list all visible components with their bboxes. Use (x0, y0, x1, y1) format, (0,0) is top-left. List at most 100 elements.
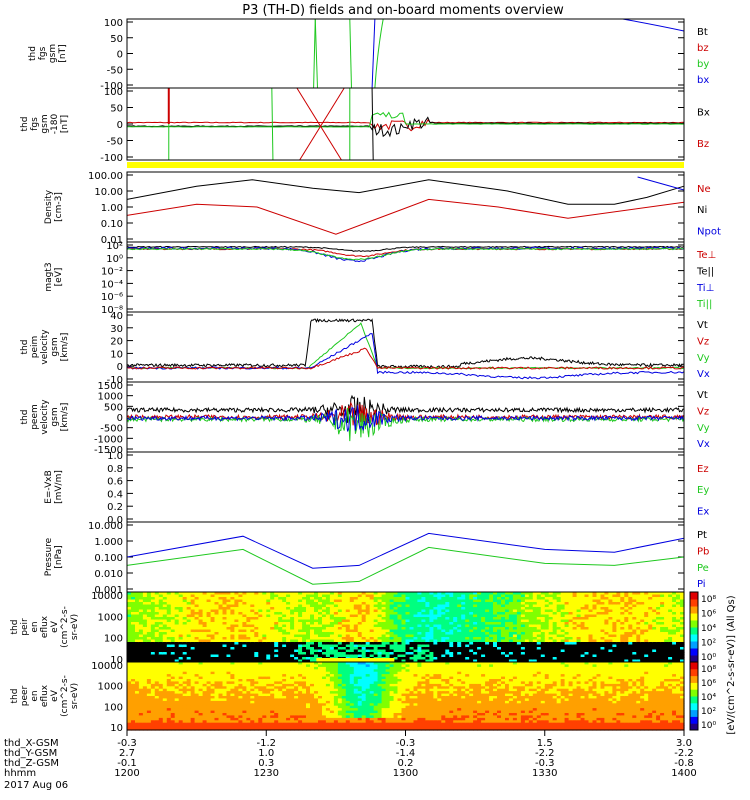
spectrogram-cell (505, 639, 510, 643)
spectrogram-cell (389, 609, 395, 613)
spectrogram-cell (524, 612, 530, 616)
spectrogram-cell (329, 654, 335, 658)
pressure-tick-label: 0.010 (94, 569, 123, 580)
spectrogram-cell (142, 659, 148, 663)
spectrogram-cell (560, 607, 566, 611)
spectrogram-cell (131, 710, 136, 714)
spectrogram-cell (242, 629, 247, 633)
spectrogram-cell (282, 597, 287, 601)
spectrogram-cell (508, 614, 514, 618)
spectrogram-cell (540, 614, 546, 618)
spectrogram-cell (385, 639, 391, 643)
spectrogram-cell (373, 612, 379, 616)
spectrogram-cell (198, 654, 204, 658)
spectrogram-cell (592, 619, 598, 623)
spectrogram-cell (266, 624, 271, 628)
spectrogram-cell (190, 717, 196, 721)
spectrogram-cell (238, 647, 243, 651)
spectrogram-cell (624, 622, 629, 626)
spectrogram-cell (628, 627, 633, 631)
spectrogram-cell (222, 647, 228, 651)
spectrogram-cell (218, 617, 224, 621)
spectrogram-cell (170, 612, 176, 616)
spectrogram-cell (568, 624, 574, 628)
spectrogram-cell (604, 597, 609, 601)
spectrogram-cell (266, 594, 271, 598)
spectrogram-cell (250, 627, 255, 631)
spectrogram-cell (373, 614, 379, 618)
spectrogram-cell (162, 681, 168, 685)
spectrogram-cell (286, 639, 291, 643)
spectrogram-cell (262, 607, 267, 611)
spectrogram-cell (592, 657, 598, 661)
spectrogram-cell (505, 607, 510, 611)
spectrogram-cell (441, 644, 446, 648)
spectrogram-cell (222, 632, 228, 636)
spectrogram-cell (580, 609, 586, 613)
spectrogram-cell (576, 597, 582, 601)
spectrogram-cell (178, 710, 184, 714)
spectrogram-cell (632, 604, 637, 608)
fgs_dsl-tick-label: 50 (110, 104, 123, 115)
spectrogram-cell (131, 696, 136, 699)
spectrogram-cell (162, 629, 168, 633)
spectrogram-cell (680, 642, 685, 646)
spectrogram-cell (135, 679, 140, 682)
spectrogram-cell (226, 654, 232, 658)
spectrogram-cell (433, 657, 438, 661)
spectrogram-cell (421, 619, 426, 623)
spectrogram-cell (397, 607, 403, 611)
spectrogram-cell (206, 710, 212, 714)
spectrogram-cell (154, 720, 160, 724)
spectrogram-cell (254, 597, 259, 601)
spectrogram-cell (158, 717, 164, 721)
spectrogram-cell (310, 657, 315, 661)
spectrogram-cell (353, 597, 359, 601)
spectrogram-cell (302, 647, 307, 651)
spectrogram-cell (433, 597, 438, 601)
spectrogram-cell (417, 654, 422, 658)
spectrogram-cell (365, 654, 371, 658)
fgs_dsl-ylabel: thd fgs gsm -180 [nT] (20, 114, 70, 135)
spectrogram-cell (457, 592, 462, 596)
spectrogram-cell (552, 624, 558, 628)
peem-vt (126, 394, 685, 423)
spectrogram-cell (505, 652, 510, 656)
spectrogram-cell (540, 594, 546, 598)
spectrogram-cell (600, 594, 606, 598)
spectrogram-cell (497, 632, 502, 636)
spectrogram-cell (644, 609, 649, 613)
spectrogram-cell (166, 722, 172, 726)
spectrogram-cell (150, 649, 156, 653)
spectrogram-cell (194, 662, 200, 665)
pressure-tick-label: 0.001 (94, 585, 123, 596)
spectrogram-cell (465, 612, 470, 616)
spectrogram-cell (258, 647, 263, 651)
spectrogram-cell (182, 624, 188, 628)
spectrogram-cell (202, 652, 208, 656)
spectrogram-cell (242, 632, 247, 636)
spectrogram-cell (170, 644, 176, 648)
spectrogram-cell (612, 657, 617, 661)
spectrogram-cell (186, 652, 192, 656)
spectrogram-cell (608, 612, 613, 616)
spectrogram-cell (465, 637, 470, 641)
spectrogram-cell (150, 614, 156, 618)
spectrogram-cell (640, 617, 645, 621)
spectrogram-cell (142, 713, 148, 716)
spectrogram-cell (154, 642, 160, 646)
spectrogram-cell (325, 597, 331, 601)
spectrogram-cell (282, 629, 287, 633)
spectrogram-cell (660, 599, 665, 603)
spectrogram-cell (660, 642, 665, 646)
spectrogram-cell (158, 676, 164, 680)
spectrogram-cell (656, 604, 661, 608)
spectrogram-cell (604, 657, 609, 661)
spectrogram-cell (516, 594, 522, 598)
temperature-tick-label: 10⁻⁶ (101, 292, 123, 303)
spectrogram-cell (186, 710, 192, 714)
spectrogram-cell (166, 639, 172, 643)
fgs-rot-bx (127, 116, 685, 138)
spectrogram-cell (421, 629, 426, 633)
spectrogram-cell (520, 602, 526, 606)
